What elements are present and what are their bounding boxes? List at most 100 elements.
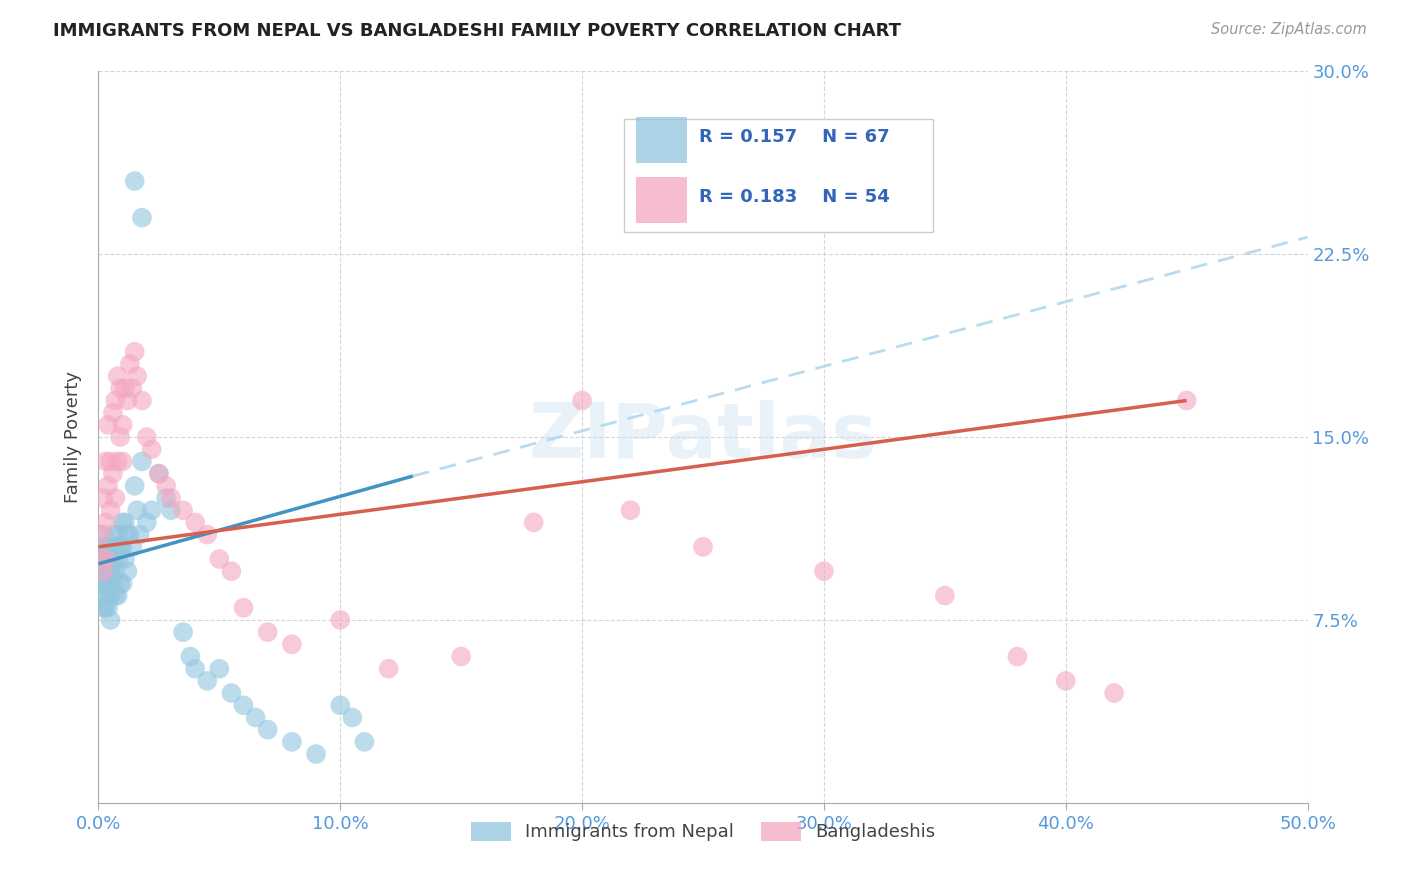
Point bbox=[128, 527, 150, 541]
Point bbox=[523, 516, 546, 530]
Point bbox=[107, 454, 129, 468]
Point bbox=[100, 454, 122, 468]
Point bbox=[94, 454, 117, 468]
Point bbox=[256, 723, 278, 737]
Point bbox=[111, 454, 134, 468]
Point bbox=[114, 381, 136, 395]
Point bbox=[121, 540, 143, 554]
Point bbox=[232, 698, 254, 713]
Point bbox=[118, 357, 141, 371]
Point bbox=[121, 381, 143, 395]
Text: IMMIGRANTS FROM NEPAL VS BANGLADESHI FAMILY POVERTY CORRELATION CHART: IMMIGRANTS FROM NEPAL VS BANGLADESHI FAM… bbox=[53, 22, 901, 40]
Point bbox=[450, 649, 472, 664]
Point bbox=[90, 576, 112, 591]
Point bbox=[97, 600, 120, 615]
Point bbox=[342, 710, 364, 724]
Point bbox=[97, 564, 120, 578]
Point bbox=[94, 540, 117, 554]
Point bbox=[232, 600, 254, 615]
Point bbox=[141, 503, 163, 517]
Point bbox=[90, 540, 112, 554]
Point bbox=[135, 516, 157, 530]
Point bbox=[329, 698, 352, 713]
Point bbox=[111, 516, 134, 530]
Point bbox=[117, 393, 139, 408]
Point bbox=[329, 613, 352, 627]
Point bbox=[94, 600, 117, 615]
Point bbox=[101, 552, 124, 566]
Point bbox=[100, 540, 122, 554]
Point bbox=[124, 174, 146, 188]
Point bbox=[245, 710, 267, 724]
Legend: Immigrants from Nepal, Bangladeshis: Immigrants from Nepal, Bangladeshis bbox=[464, 814, 942, 848]
Point bbox=[108, 430, 131, 444]
Point bbox=[94, 552, 117, 566]
Point bbox=[104, 540, 127, 554]
Point bbox=[104, 589, 127, 603]
Point bbox=[195, 527, 218, 541]
Point bbox=[100, 503, 122, 517]
FancyBboxPatch shape bbox=[637, 118, 688, 163]
Point bbox=[100, 613, 122, 627]
Text: Source: ZipAtlas.com: Source: ZipAtlas.com bbox=[1211, 22, 1367, 37]
Point bbox=[127, 369, 149, 384]
Point bbox=[184, 662, 207, 676]
Point bbox=[141, 442, 163, 457]
Point bbox=[208, 552, 231, 566]
Point bbox=[155, 479, 177, 493]
Point bbox=[305, 747, 328, 761]
Point bbox=[97, 479, 120, 493]
Point bbox=[108, 381, 131, 395]
Point bbox=[281, 735, 304, 749]
Point bbox=[91, 564, 114, 578]
Point bbox=[131, 211, 153, 225]
Point bbox=[94, 576, 117, 591]
Point bbox=[221, 686, 243, 700]
Point bbox=[107, 589, 129, 603]
Point bbox=[97, 417, 120, 432]
Text: R = 0.157    N = 67: R = 0.157 N = 67 bbox=[699, 128, 890, 146]
Point bbox=[101, 576, 124, 591]
Point bbox=[101, 527, 124, 541]
Point bbox=[100, 564, 122, 578]
Point bbox=[91, 600, 114, 615]
Point bbox=[619, 503, 641, 517]
Point bbox=[184, 516, 207, 530]
Point bbox=[108, 540, 131, 554]
Point bbox=[127, 503, 149, 517]
Point bbox=[100, 589, 122, 603]
Point bbox=[1175, 393, 1198, 408]
Point bbox=[208, 662, 231, 676]
Point bbox=[97, 552, 120, 566]
FancyBboxPatch shape bbox=[624, 119, 932, 232]
Point bbox=[934, 589, 956, 603]
Point bbox=[104, 491, 127, 505]
Point bbox=[131, 454, 153, 468]
Point bbox=[172, 503, 194, 517]
Point bbox=[104, 393, 127, 408]
Point bbox=[131, 393, 153, 408]
Point bbox=[148, 467, 170, 481]
Point bbox=[124, 344, 146, 359]
Point bbox=[114, 552, 136, 566]
Point bbox=[118, 527, 141, 541]
Point bbox=[111, 540, 134, 554]
Point bbox=[195, 673, 218, 688]
Point bbox=[94, 516, 117, 530]
Point bbox=[256, 625, 278, 640]
Point bbox=[90, 552, 112, 566]
Y-axis label: Family Poverty: Family Poverty bbox=[65, 371, 83, 503]
Point bbox=[90, 527, 112, 541]
Point bbox=[135, 430, 157, 444]
Text: ZIPatlas: ZIPatlas bbox=[529, 401, 877, 474]
Point bbox=[107, 369, 129, 384]
Point bbox=[281, 637, 304, 651]
Point bbox=[107, 552, 129, 566]
Point bbox=[114, 516, 136, 530]
Point bbox=[179, 649, 201, 664]
Point bbox=[160, 503, 183, 517]
Point bbox=[1007, 649, 1029, 664]
Point bbox=[91, 491, 114, 505]
Point bbox=[172, 625, 194, 640]
FancyBboxPatch shape bbox=[637, 178, 688, 223]
